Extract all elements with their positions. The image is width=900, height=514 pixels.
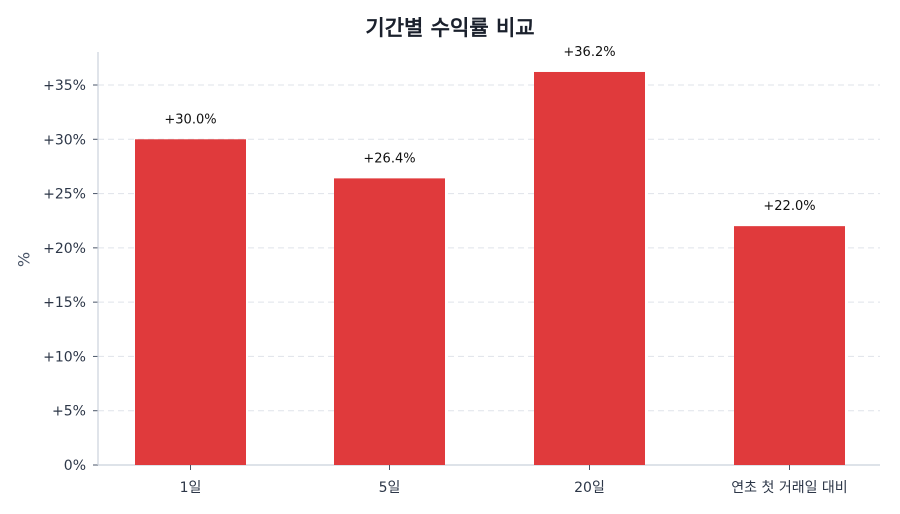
x-tick-label: 20일 xyxy=(574,480,605,496)
y-tick-label: +30% xyxy=(43,132,86,148)
y-tick-label: 0% xyxy=(64,458,86,474)
y-tick-label: +5% xyxy=(52,404,86,420)
y-tick-label: +10% xyxy=(43,349,86,365)
bar-value-label: +26.4% xyxy=(363,151,415,166)
bar[interactable] xyxy=(135,139,246,466)
bar-value-label: +22.0% xyxy=(763,199,815,214)
x-tick-label: 연초 첫 거래일 대비 xyxy=(731,480,847,496)
x-tick-label: 5일 xyxy=(379,480,401,496)
x-tick-label: 1일 xyxy=(180,480,202,496)
bar[interactable] xyxy=(534,71,645,466)
bar-value-label: +30.0% xyxy=(164,112,216,127)
y-tick-label: +20% xyxy=(43,241,86,257)
y-tick-label: +15% xyxy=(43,295,86,311)
chart-title: 기간별 수익률 비교 xyxy=(365,16,535,40)
bar-value-label: +36.2% xyxy=(563,45,615,60)
bar[interactable] xyxy=(334,178,445,466)
y-tick-label: +25% xyxy=(43,187,86,203)
y-tick-label: +35% xyxy=(43,78,86,94)
bar[interactable] xyxy=(734,226,845,465)
